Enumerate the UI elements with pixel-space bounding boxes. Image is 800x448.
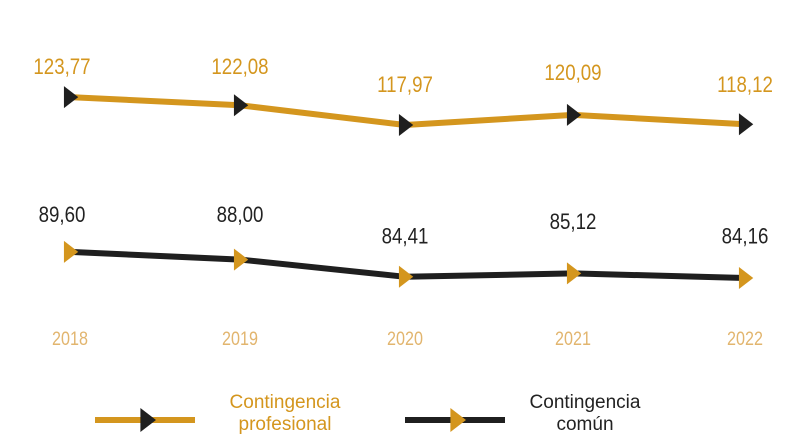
marker — [233, 248, 249, 271]
x-tick-label: 2022 — [727, 328, 763, 350]
value-label: 123,77 — [33, 55, 90, 79]
value-label: 89,60 — [39, 203, 86, 227]
legend-marker — [450, 408, 466, 432]
marker — [398, 265, 414, 288]
marker — [63, 240, 79, 263]
x-tick-label: 2021 — [555, 328, 591, 350]
value-label: 118,12 — [717, 73, 773, 97]
x-tick-label: 2018 — [52, 328, 88, 350]
marker — [566, 262, 582, 285]
marker — [398, 114, 414, 136]
legend-label: Contingencia común — [529, 392, 641, 435]
value-label: 117,97 — [377, 73, 433, 97]
value-label: 120,09 — [544, 61, 601, 85]
value-label: 88,00 — [217, 203, 264, 227]
marker — [738, 267, 754, 289]
legend-label: Contingencia profesional — [229, 392, 341, 435]
value-label: 84,41 — [382, 225, 429, 249]
marker — [233, 94, 249, 117]
value-label: 122,08 — [211, 55, 268, 79]
x-tick-label: 2019 — [222, 328, 258, 350]
marker — [566, 103, 582, 126]
x-tick-label: 2020 — [387, 328, 423, 350]
value-label: 84,16 — [722, 225, 769, 249]
legend-marker — [140, 408, 156, 432]
marker — [738, 113, 754, 136]
value-label: 85,12 — [550, 211, 597, 235]
marker — [63, 86, 79, 109]
